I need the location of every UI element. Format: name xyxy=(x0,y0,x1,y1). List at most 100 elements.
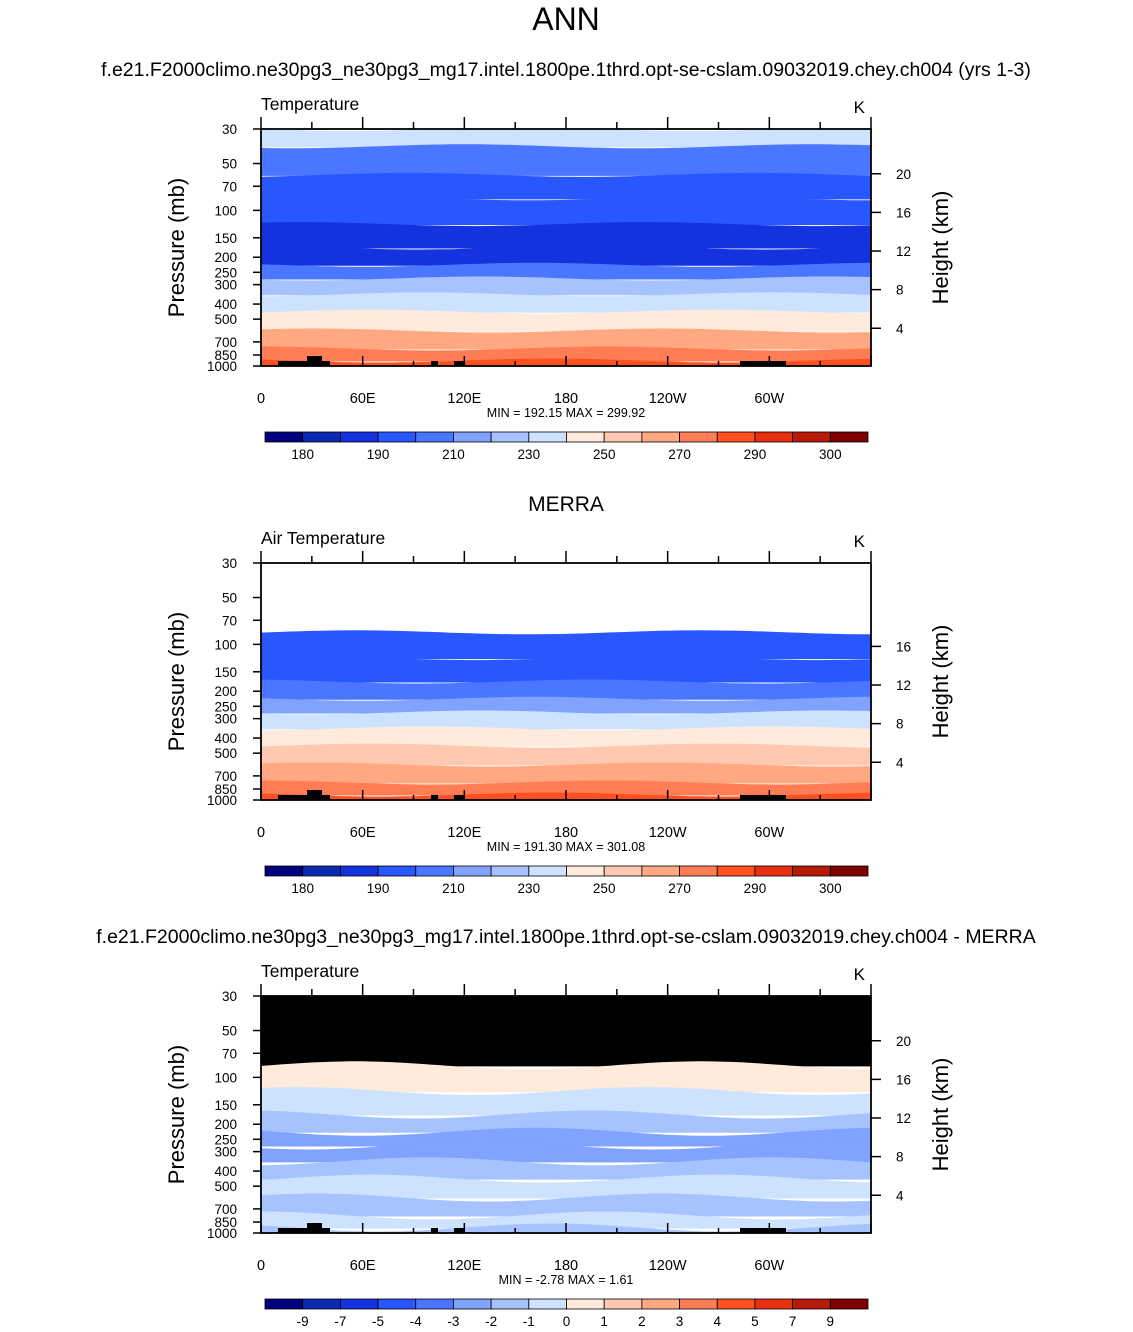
colorbar-swatch xyxy=(829,431,869,443)
y-tick-label: 250 xyxy=(214,699,237,714)
height-tick-label: 8 xyxy=(896,1150,904,1165)
height-tick-label: 4 xyxy=(896,1188,904,1203)
topography-1 xyxy=(307,1223,322,1233)
colorbar-swatch xyxy=(754,865,794,877)
x-tick-label: 0 xyxy=(257,391,265,407)
colorbar-swatch xyxy=(716,431,756,443)
colorbar-label: -4 xyxy=(410,1314,422,1329)
colorbar-swatch xyxy=(415,1298,454,1310)
colorbar-swatch xyxy=(603,865,643,877)
colorbar-swatch xyxy=(792,1298,831,1310)
contour-band-300 xyxy=(261,1141,871,1163)
colorbar-label: 3 xyxy=(676,1314,684,1329)
contour-band-100 xyxy=(261,196,871,226)
contour-band-500 xyxy=(261,1174,871,1199)
y-tick-label: 300 xyxy=(214,278,237,293)
topography-2 xyxy=(431,1228,438,1233)
y-tick-label: 100 xyxy=(214,637,237,652)
colorbar-label: -9 xyxy=(297,1314,309,1329)
y-tick-label: 850 xyxy=(214,348,237,363)
topography-3 xyxy=(454,361,465,366)
colorbar-swatch xyxy=(754,431,794,443)
colorbar-swatch xyxy=(339,1298,379,1310)
plot-variable-title: Air Temperature xyxy=(261,528,385,548)
x-tick-label: 60W xyxy=(754,825,784,841)
panel-1-model-temperature: 0 60E 120E 180 120W 60W3050701001502002503004… xyxy=(164,94,953,462)
right-axis-label: Height (km) xyxy=(928,625,953,739)
height-tick-label: 12 xyxy=(896,244,911,259)
x-tick-label: 120E xyxy=(447,825,481,841)
right-axis-label: Height (km) xyxy=(928,1058,953,1172)
y-tick-label: 200 xyxy=(214,250,237,265)
y-tick-label: 30 xyxy=(222,122,237,137)
contour-band-850 xyxy=(261,780,871,796)
x-tick-label: 120E xyxy=(447,1258,481,1274)
topography-1 xyxy=(307,790,322,800)
colorbar-swatch xyxy=(641,1298,680,1310)
colorbar-label: -5 xyxy=(372,1314,384,1329)
x-tick-label: 60E xyxy=(350,825,376,841)
height-tick-label: 16 xyxy=(896,1072,911,1087)
x-tick-label: 60E xyxy=(350,1258,376,1274)
colorbar-swatch xyxy=(603,1298,643,1310)
colorbar-label: 5 xyxy=(751,1314,759,1329)
y-tick-label: 30 xyxy=(222,556,237,571)
x-tick-label: 60W xyxy=(754,1258,784,1274)
min-max-stats: MIN = 191.30 MAX = 301.08 xyxy=(487,840,645,854)
colorbar-swatch xyxy=(754,1298,794,1310)
figure-title: ANN xyxy=(532,1,600,37)
colorbar-swatch xyxy=(829,865,869,877)
colorbar-label: 180 xyxy=(291,881,314,896)
plot-units: K xyxy=(854,98,866,117)
colorbar-label: 190 xyxy=(367,447,390,462)
y-tick-label: 250 xyxy=(214,1132,237,1147)
x-tick-label: 0 xyxy=(257,825,265,841)
y-tick-label: 30 xyxy=(222,989,237,1004)
y-tick-label: 500 xyxy=(214,312,237,327)
contour-band-70 xyxy=(261,1041,871,1067)
topography-4 xyxy=(740,1228,786,1233)
y-tick-label: 400 xyxy=(214,297,237,312)
colorbar-label: 180 xyxy=(291,447,314,462)
contour-fill xyxy=(261,563,871,800)
contour-band-500 xyxy=(261,309,871,332)
height-tick-label: 4 xyxy=(896,321,904,336)
min-max-stats: MIN = -2.78 MAX = 1.61 xyxy=(499,1273,634,1287)
contour-band-200 xyxy=(261,1110,871,1133)
colorbar-swatch xyxy=(716,1298,756,1310)
colorbar-swatch xyxy=(792,865,831,877)
y-tick-label: 150 xyxy=(214,665,237,680)
topography-3 xyxy=(454,795,465,800)
colorbar-label: 1 xyxy=(600,1314,608,1329)
colorbar-swatch xyxy=(566,865,605,877)
topography-4 xyxy=(740,361,786,366)
contour-band-400 xyxy=(261,726,871,747)
topography-4 xyxy=(740,795,786,800)
y-tick-label: 100 xyxy=(214,1070,237,1085)
colorbar-swatch xyxy=(603,431,643,443)
contour-band-50 xyxy=(261,144,871,176)
colorbar-label: -2 xyxy=(485,1314,497,1329)
y-tick-label: 50 xyxy=(222,157,237,172)
y-tick-label: 70 xyxy=(222,1046,237,1061)
colorbar-label: -1 xyxy=(523,1314,535,1329)
colorbar-swatch xyxy=(490,1298,530,1310)
contour-band-70 xyxy=(261,172,871,200)
y-tick-label: 700 xyxy=(214,769,237,784)
colorbar-label: 290 xyxy=(744,881,767,896)
height-tick-label: 4 xyxy=(896,755,904,770)
colorbar-swatch xyxy=(679,431,718,443)
colorbar-label: 300 xyxy=(819,447,842,462)
x-tick-label: 180 xyxy=(554,1258,578,1274)
y-tick-label: 50 xyxy=(222,591,237,606)
y-tick-label: 150 xyxy=(214,231,237,246)
x-tick-label: 180 xyxy=(554,825,578,841)
colorbar-swatch xyxy=(415,431,454,443)
colorbar-label: -7 xyxy=(334,1314,346,1329)
topography-1 xyxy=(307,356,322,366)
colorbar-swatch xyxy=(490,431,530,443)
panel-2-merra-air-temperature: 0 60E 120E 180 120W 60W3050701001502002503004… xyxy=(164,528,953,896)
contour-band-250 xyxy=(261,262,871,280)
colorbar-swatch xyxy=(679,865,718,877)
